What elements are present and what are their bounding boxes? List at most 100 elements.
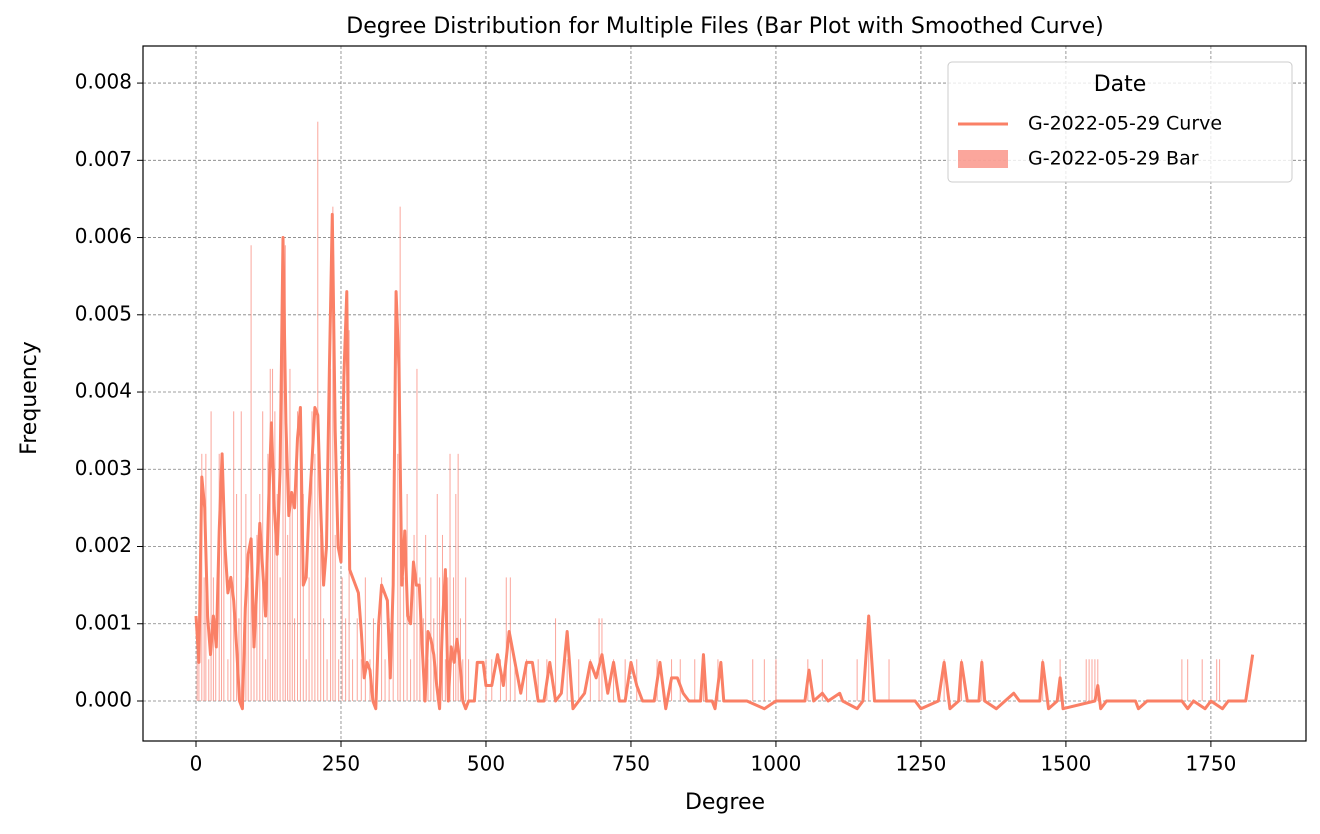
bar [499,659,501,701]
bar [215,618,217,701]
bar [227,659,229,701]
bar [291,493,293,701]
bar [439,577,441,701]
bar [505,577,507,701]
bar-series [196,121,1221,701]
bar [276,493,278,701]
bar [238,618,240,701]
x-axis-label: Degree [685,790,765,815]
curve [194,212,1255,711]
bar [299,453,301,701]
bar [410,659,412,701]
bar [330,368,332,701]
bar [240,411,242,701]
bar [384,659,386,701]
bar [311,411,313,701]
bar [221,493,223,701]
bar [334,534,336,701]
bar [775,659,777,701]
plot-frame [142,45,1307,742]
x-tick-label: 750 [612,752,650,776]
bar [332,206,334,701]
bar [416,368,418,701]
bar [413,534,415,701]
y-tick-label: 0.000 [75,687,132,711]
bar [282,330,284,701]
bar [425,534,427,701]
bar [526,659,528,701]
bar [589,659,591,701]
legend-label: G-2022-05-29 Curve [1028,113,1222,135]
bar [436,493,438,701]
bar [444,659,446,701]
bar [296,411,298,701]
bar [208,659,210,701]
y-tick-label: 0.008 [75,70,132,94]
bar [694,659,696,701]
bar [752,659,754,701]
bar [468,659,470,701]
bar [372,618,374,701]
bar [397,453,399,701]
bar [1091,659,1093,701]
x-tick-label: 1250 [895,752,946,776]
bar [210,411,212,701]
bar [455,493,457,701]
bar [198,659,200,701]
x-tick-label: 1500 [1040,752,1091,776]
bar [821,659,823,701]
x-tick-label: 0 [190,752,203,776]
bar [1088,659,1090,701]
x-tick-label: 1000 [750,752,801,776]
bar [465,577,467,701]
bar [250,245,252,701]
bar [253,618,255,701]
bar [1201,659,1203,701]
bar [323,618,325,701]
bar [1216,659,1218,701]
bar [338,659,340,701]
y-tick-label: 0.002 [75,533,132,557]
bar [457,453,459,701]
bar [284,245,286,701]
y-axis-label: Frequency [17,341,42,455]
bar [888,659,890,701]
bar [403,577,405,701]
bar [419,577,421,701]
bar [462,659,464,701]
bar [427,659,429,701]
bar [598,618,600,701]
y-tick-label: 0.006 [75,224,132,248]
bar [624,659,626,701]
legend-title: Date [1094,72,1147,97]
y-tick-label: 0.005 [75,301,132,325]
bar [514,659,516,701]
bar [230,577,232,701]
bar [566,659,568,701]
bar [345,618,347,701]
y-tick-label: 0.004 [75,379,132,403]
bar [279,577,281,701]
bar [856,659,858,701]
bar [265,659,267,701]
bar [452,577,454,701]
bar [196,618,198,701]
y-tick-label: 0.001 [75,610,132,634]
bar [274,411,276,701]
bar [305,659,307,701]
bar [679,659,681,701]
legend-label: G-2022-05-29 Bar [1028,148,1199,170]
bar [236,493,238,701]
legend-swatch [958,150,1008,168]
bar [943,659,945,701]
bar [356,618,358,701]
bar [247,577,249,701]
bar [381,577,383,701]
chart-title: Degree Distribution for Multiple Files (… [346,14,1104,39]
bar [702,659,704,701]
bar [392,577,394,701]
x-tick-label: 1750 [1185,752,1236,776]
bar [1094,659,1096,701]
bar [269,368,271,701]
